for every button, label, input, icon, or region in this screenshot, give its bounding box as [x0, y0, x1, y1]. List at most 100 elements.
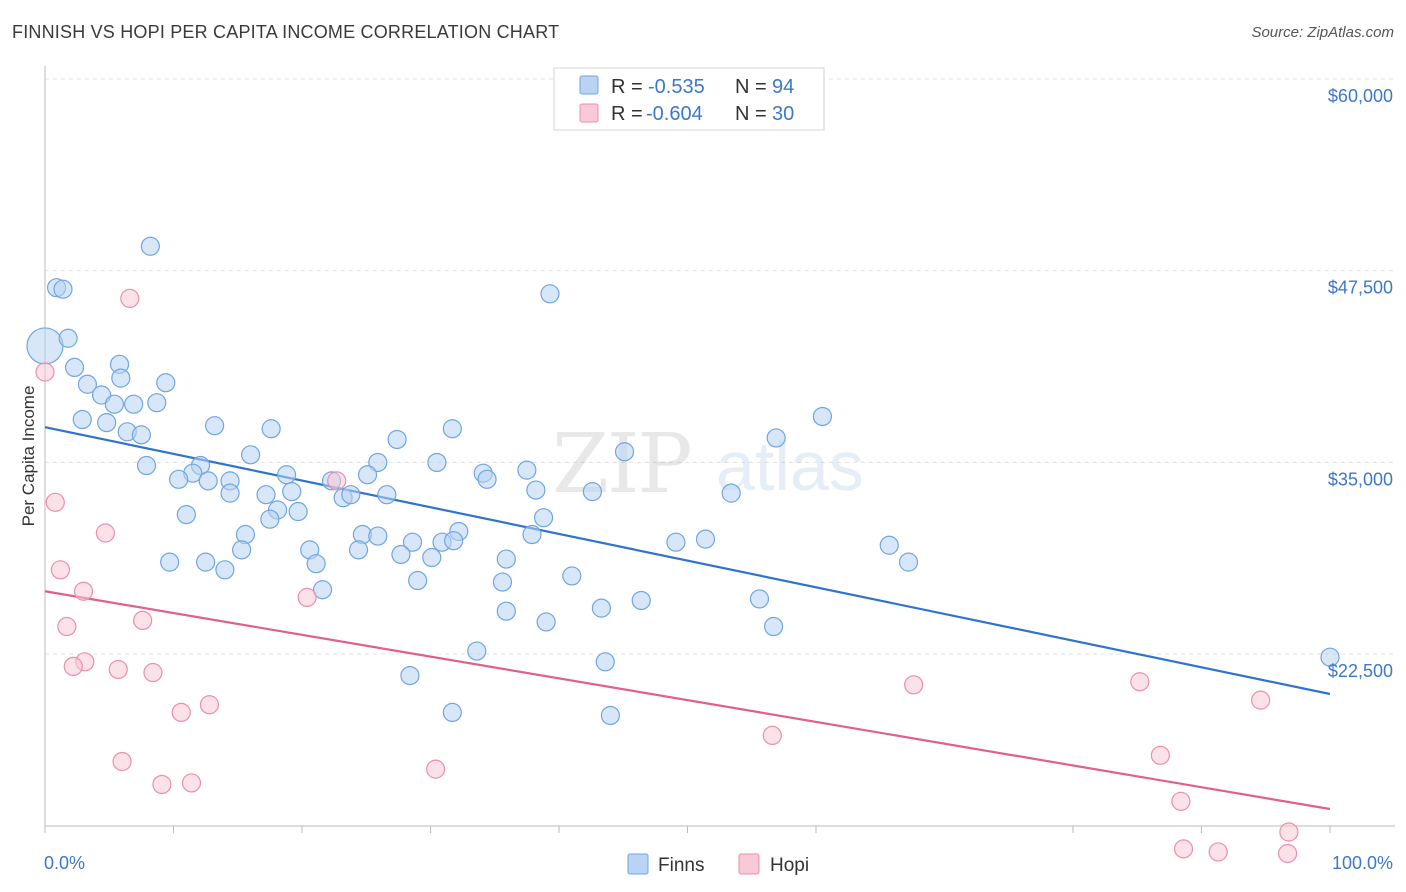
finns-point-23 — [766, 428, 786, 448]
finns-point-80 — [312, 580, 333, 600]
trend-lines — [44, 426, 1331, 811]
stats-legend-n-value-finns: 94 — [772, 76, 794, 98]
finns-point-6 — [64, 357, 85, 377]
finns-point-22 — [387, 429, 407, 450]
legend-swatch-finns — [627, 853, 649, 875]
hopi-point-26 — [1279, 822, 1299, 842]
finns-point-87 — [467, 641, 487, 661]
hopi-point-22 — [1150, 745, 1170, 765]
finns-point-40 — [477, 469, 497, 489]
finns-point-90 — [400, 665, 420, 686]
finns-point-20 — [261, 419, 281, 439]
hopi-point-24 — [181, 773, 202, 793]
finns-point-18 — [131, 425, 151, 445]
finns-point-82 — [749, 589, 770, 609]
hopi-point-2 — [45, 492, 65, 512]
finns-point-37 — [198, 471, 218, 491]
finns-point-26 — [241, 445, 261, 465]
legend-swatch-hopi — [738, 853, 760, 875]
stats-legend-swatch-finns — [579, 75, 599, 95]
watermark-zip: ZIP — [552, 417, 691, 512]
data-points — [26, 236, 1340, 864]
y-tick-label-3: $60,000 — [1328, 86, 1393, 106]
y-tick-label-0: $22,500 — [1328, 661, 1393, 681]
finns-point-64 — [695, 529, 716, 549]
finns-point-72 — [160, 552, 180, 572]
finns-point-25 — [614, 442, 635, 462]
hopi-trend-line — [44, 590, 1331, 811]
finns-point-45 — [282, 482, 302, 502]
finns-point-69 — [391, 544, 411, 565]
finns-point-47 — [341, 485, 361, 505]
finns-point-27 — [368, 452, 388, 473]
finns-point-51 — [288, 501, 308, 522]
finns-point-59 — [522, 524, 542, 545]
hopi-point-9 — [57, 616, 77, 637]
finns-point-78 — [492, 572, 513, 592]
finns-point-10 — [156, 373, 176, 393]
finns-point-84 — [591, 598, 612, 618]
hopi-point-1 — [120, 288, 140, 308]
hopi-point-11 — [63, 656, 83, 677]
finns-point-21 — [442, 419, 462, 439]
finns-point-89 — [1320, 647, 1340, 667]
legend-label-hopi: Hopi — [770, 855, 809, 876]
finns-point-68 — [348, 540, 369, 560]
finns-point-42 — [582, 482, 603, 502]
finns-point-77 — [408, 570, 428, 591]
hopi-point-12 — [108, 659, 128, 680]
stats-legend-r-label-hopi: R = — [611, 103, 643, 125]
finns-point-88 — [595, 652, 615, 672]
finns-point-35 — [517, 460, 537, 480]
finns-point-48 — [377, 485, 397, 505]
finns-point-9 — [111, 368, 131, 388]
finns-point-74 — [215, 560, 235, 580]
finns-point-86 — [763, 616, 784, 637]
finns-point-12 — [104, 394, 124, 414]
finns-point-81 — [631, 590, 651, 611]
series-legend: Finns Hopi — [627, 853, 809, 876]
finns-point-71 — [496, 549, 516, 569]
y-axis-title: Per Capita Income — [19, 386, 38, 527]
finns-point-75 — [306, 554, 326, 574]
finns-point-63 — [666, 532, 686, 552]
hopi-point-25 — [1171, 791, 1191, 811]
finns-point-53 — [260, 509, 280, 529]
finns-point-73 — [196, 552, 216, 572]
finns-point-65 — [879, 535, 899, 555]
hopi-point-0 — [35, 362, 55, 382]
finns-point-91 — [442, 702, 462, 723]
stats-legend-r-value-finns: -0.535 — [648, 76, 705, 98]
finns-point-83 — [496, 601, 516, 621]
hopi-point-16 — [904, 675, 924, 695]
hopi-point-28 — [1208, 842, 1228, 862]
stats-legend-r-label-finns: R = — [611, 76, 643, 98]
chart-title: FINNISH VS HOPI PER CAPITA INCOME CORREL… — [12, 22, 560, 42]
hopi-point-3 — [327, 471, 347, 491]
stats-legend-r-value-hopi: -0.604 — [646, 103, 703, 125]
finns-point-92 — [600, 705, 621, 726]
finns-point-1 — [140, 236, 160, 256]
legend-label-finns: Finns — [658, 855, 704, 876]
finns-point-36 — [169, 469, 189, 489]
finns-point-3 — [53, 279, 73, 299]
finns-point-41 — [526, 480, 546, 500]
finns-point-24 — [812, 406, 833, 427]
finns-point-19 — [205, 416, 225, 436]
finns-point-43 — [220, 483, 240, 503]
hopi-point-20 — [112, 751, 132, 772]
finns-point-33 — [357, 465, 378, 485]
hopi-point-19 — [762, 725, 782, 746]
finns-point-0 — [26, 327, 64, 365]
stats-legend-swatch-hopi — [579, 103, 599, 123]
x-tick-marks — [44, 826, 1331, 833]
finns-point-58 — [368, 526, 388, 546]
y-tick-label-1: $35,000 — [1328, 469, 1393, 489]
source-label: Source: ZipAtlas.com — [1251, 24, 1394, 41]
hopi-point-5 — [50, 560, 71, 580]
hopi-point-27 — [1173, 839, 1194, 859]
finns-point-52 — [176, 504, 196, 525]
finns-point-54 — [533, 508, 554, 528]
finns-point-32 — [276, 465, 297, 485]
stats-legend: R = -0.535 N = 94 R = -0.604 N = 30 — [553, 67, 825, 131]
